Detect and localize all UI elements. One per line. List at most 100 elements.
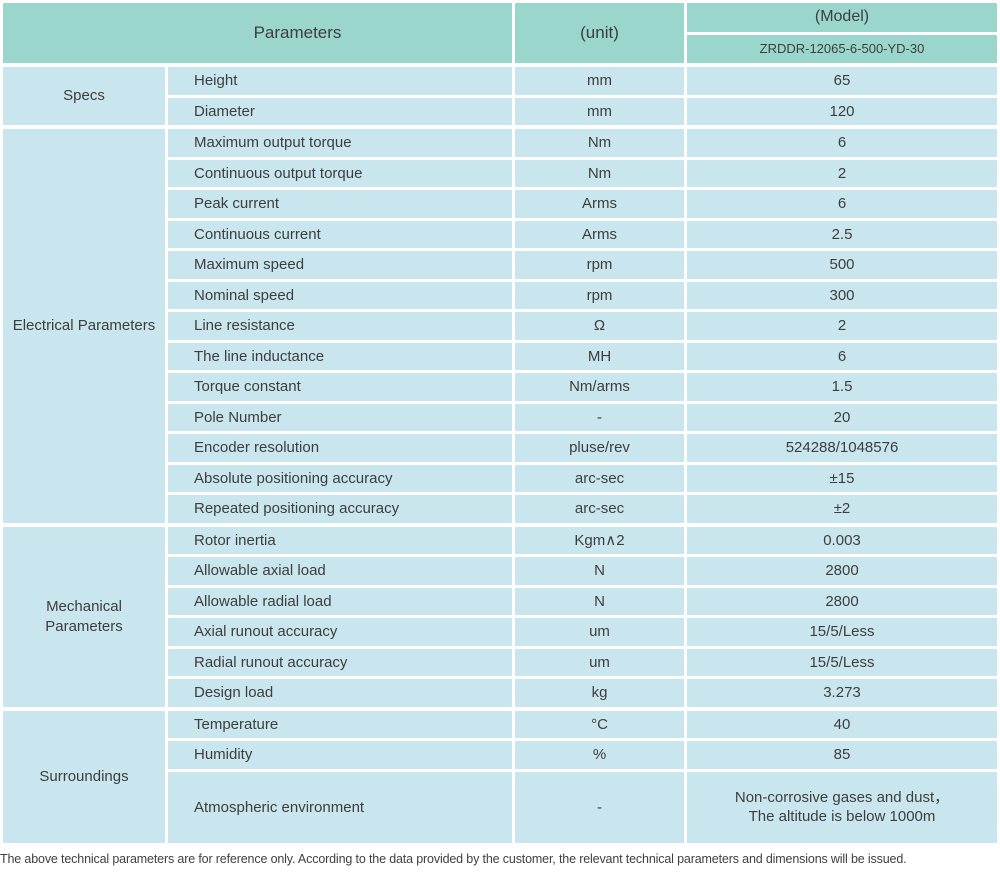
unit-cell: mm bbox=[515, 97, 684, 125]
section-rows: Height mm 65 Diameter mm 120 bbox=[168, 67, 997, 125]
param-cell: Continuous current bbox=[168, 220, 512, 248]
value-cell: 2800 bbox=[687, 557, 997, 585]
unit-cell: °C bbox=[515, 710, 684, 738]
table-header: Parameters (unit) (Model) ZRDDR-12065-6-… bbox=[3, 3, 997, 63]
section-rows: Maximum output torque Nm 6 Continuous outpu… bbox=[168, 129, 997, 523]
param-cell: Height bbox=[168, 67, 512, 95]
table-row: Atmospheric environment - Non-corrosive ga… bbox=[168, 771, 997, 843]
unit-cell: mm bbox=[515, 67, 684, 95]
section-specs: Specs Height mm 65 Diameter mm 120 bbox=[3, 67, 997, 125]
value-cell: 2.5 bbox=[687, 220, 997, 248]
unit-cell: rpm bbox=[515, 251, 684, 279]
value-cell: 0.003 bbox=[687, 526, 997, 554]
unit-cell: - bbox=[515, 771, 684, 843]
param-cell: Maximum output torque bbox=[168, 129, 512, 157]
param-cell: Axial runout accuracy bbox=[168, 618, 512, 646]
value-cell: 524288/1048576 bbox=[687, 434, 997, 462]
value-cell: 20 bbox=[687, 403, 997, 431]
value-cell: 3.273 bbox=[687, 679, 997, 707]
spec-table: Parameters (unit) (Model) ZRDDR-12065-6-… bbox=[3, 3, 997, 843]
table-row: Diameter mm 120 bbox=[168, 97, 997, 125]
section-rows: Rotor inertia Kgm∧2 0.003 Allowable axial l… bbox=[168, 526, 997, 707]
value-cell: 2 bbox=[687, 312, 997, 340]
header-model-value: ZRDDR-12065-6-500-YD-30 bbox=[687, 34, 997, 63]
unit-cell: Nm bbox=[515, 159, 684, 187]
param-cell: Pole Number bbox=[168, 403, 512, 431]
unit-cell: rpm bbox=[515, 281, 684, 309]
value-cell: 40 bbox=[687, 710, 997, 738]
header-model-label: (Model) bbox=[687, 3, 997, 32]
unit-cell: um bbox=[515, 648, 684, 676]
unit-cell: - bbox=[515, 403, 684, 431]
unit-cell: N bbox=[515, 587, 684, 615]
value-cell: 500 bbox=[687, 251, 997, 279]
param-cell: Continuous output torque bbox=[168, 159, 512, 187]
unit-cell: Arms bbox=[515, 220, 684, 248]
param-cell: Diameter bbox=[168, 97, 512, 125]
table-body: Specs Height mm 65 Diameter mm 120 Electrical P… bbox=[3, 67, 997, 843]
section-label: Mechanical Parameters bbox=[3, 526, 165, 707]
param-cell: Absolute positioning accuracy bbox=[168, 464, 512, 492]
section-label: Specs bbox=[3, 67, 165, 125]
param-cell: Allowable radial load bbox=[168, 587, 512, 615]
unit-cell: arc-sec bbox=[515, 495, 684, 523]
section-mechanical-parameters: Mechanical Parameters Rotor inertia Kgm∧2 0… bbox=[3, 526, 997, 707]
table-row: Allowable radial load N 2800 bbox=[168, 587, 997, 615]
value-cell: 15/5/Less bbox=[687, 618, 997, 646]
table-row: Allowable axial load N 2800 bbox=[168, 557, 997, 585]
unit-cell: arc-sec bbox=[515, 464, 684, 492]
param-cell: The line inductance bbox=[168, 342, 512, 370]
table-row: Height mm 65 bbox=[168, 67, 997, 95]
table-row: Axial runout accuracy um 15/5/Less bbox=[168, 618, 997, 646]
unit-cell: N bbox=[515, 557, 684, 585]
table-row: Nominal speed rpm 300 bbox=[168, 281, 997, 309]
value-cell: 2 bbox=[687, 159, 997, 187]
table-row: Rotor inertia Kgm∧2 0.003 bbox=[168, 526, 997, 554]
table-row: Continuous output torque Nm 2 bbox=[168, 159, 997, 187]
value-cell: 65 bbox=[687, 67, 997, 95]
value-cell: 85 bbox=[687, 741, 997, 769]
value-cell: 1.5 bbox=[687, 373, 997, 401]
param-cell: Atmospheric environment bbox=[168, 771, 512, 843]
table-row: Radial runout accuracy um 15/5/Less bbox=[168, 648, 997, 676]
value-cell: 6 bbox=[687, 190, 997, 218]
unit-cell: Arms bbox=[515, 190, 684, 218]
table-row: Continuous current Arms 2.5 bbox=[168, 220, 997, 248]
table-row: The line inductance MH 6 bbox=[168, 342, 997, 370]
section-label: Electrical Parameters bbox=[3, 129, 165, 523]
value-cell: 6 bbox=[687, 342, 997, 370]
param-cell: Torque constant bbox=[168, 373, 512, 401]
param-cell: Line resistance bbox=[168, 312, 512, 340]
value-cell: 2800 bbox=[687, 587, 997, 615]
unit-cell: Ω bbox=[515, 312, 684, 340]
param-cell: Maximum speed bbox=[168, 251, 512, 279]
unit-cell: Kgm∧2 bbox=[515, 526, 684, 554]
param-cell: Humidity bbox=[168, 741, 512, 769]
value-cell: 6 bbox=[687, 129, 997, 157]
value-cell: 15/5/Less bbox=[687, 648, 997, 676]
table-row: Humidity% 85 bbox=[168, 741, 997, 769]
param-cell: Encoder resolution bbox=[168, 434, 512, 462]
table-row: Maximum speed rpm 500 bbox=[168, 251, 997, 279]
table-row: Peak current Arms 6 bbox=[168, 190, 997, 218]
value-cell: 300 bbox=[687, 281, 997, 309]
table-row: Absolute positioning accuracy arc-sec ±15 bbox=[168, 464, 997, 492]
param-cell: Repeated positioning accuracy bbox=[168, 495, 512, 523]
param-cell: Peak current bbox=[168, 190, 512, 218]
table-row: Pole Number -20 bbox=[168, 403, 997, 431]
table-row: Encoder resolution pluse/rev 524288/104857… bbox=[168, 434, 997, 462]
header-model-cell: (Model) ZRDDR-12065-6-500-YD-30 bbox=[687, 3, 997, 63]
unit-cell: % bbox=[515, 741, 684, 769]
section-rows: Temperature °C 40 Humidity% 85 Atmospheric en… bbox=[168, 710, 997, 843]
unit-cell: um bbox=[515, 618, 684, 646]
value-cell: ±15 bbox=[687, 464, 997, 492]
section-surroundings: Surroundings Temperature °C 40 Humidity% 85 At… bbox=[3, 710, 997, 843]
section-label: Surroundings bbox=[3, 710, 165, 843]
section-electrical-parameters: Electrical Parameters Maximum output torq… bbox=[3, 129, 997, 523]
header-unit: (unit) bbox=[515, 3, 684, 63]
table-row: Design load kg 3.273 bbox=[168, 679, 997, 707]
unit-cell: kg bbox=[515, 679, 684, 707]
table-row: Temperature °C 40 bbox=[168, 710, 997, 738]
table-row: Repeated positioning accuracy arc-sec ±2 bbox=[168, 495, 997, 523]
table-row: Torque constant Nm/arms 1.5 bbox=[168, 373, 997, 401]
